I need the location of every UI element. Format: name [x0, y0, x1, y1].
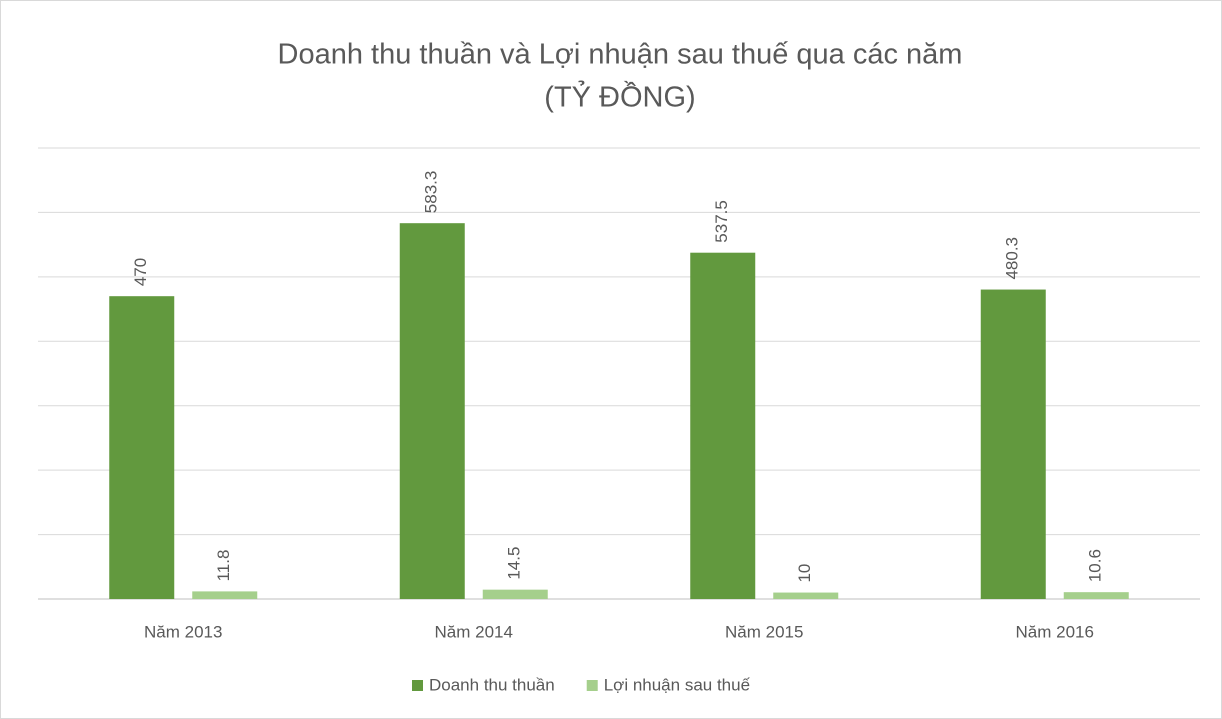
data-label: 14.5 — [505, 547, 524, 580]
data-label: 11.8 — [214, 550, 233, 582]
data-label: 583.3 — [422, 171, 441, 214]
bar — [482, 589, 548, 599]
data-label: 470 — [131, 258, 150, 286]
x-tick-label: Năm 2014 — [435, 622, 513, 641]
x-tick-label: Năm 2015 — [725, 622, 803, 641]
bar — [399, 223, 465, 599]
chart-title: Doanh thu thuần và Lợi nhuận sau thuế qu… — [278, 39, 963, 71]
bar — [109, 296, 175, 599]
x-tick-label: Năm 2013 — [144, 622, 222, 641]
bar — [1063, 592, 1129, 599]
legend-label: Lợi nhuận sau thuế — [604, 675, 751, 694]
legend-swatch — [586, 680, 598, 691]
legend-swatch — [412, 680, 423, 691]
x-tick-label: Năm 2016 — [1016, 622, 1094, 641]
data-label: 10 — [795, 564, 814, 583]
bar — [690, 252, 756, 600]
chart-subtitle: (TỶ ĐỒNG) — [544, 80, 695, 114]
data-label: 480.3 — [1003, 237, 1022, 280]
bar — [980, 289, 1046, 599]
bar — [773, 592, 839, 599]
legend-label: Doanh thu thuần — [429, 675, 555, 694]
data-label: 10.6 — [1086, 549, 1105, 582]
data-label: 537.5 — [712, 200, 731, 243]
bar — [192, 591, 258, 599]
